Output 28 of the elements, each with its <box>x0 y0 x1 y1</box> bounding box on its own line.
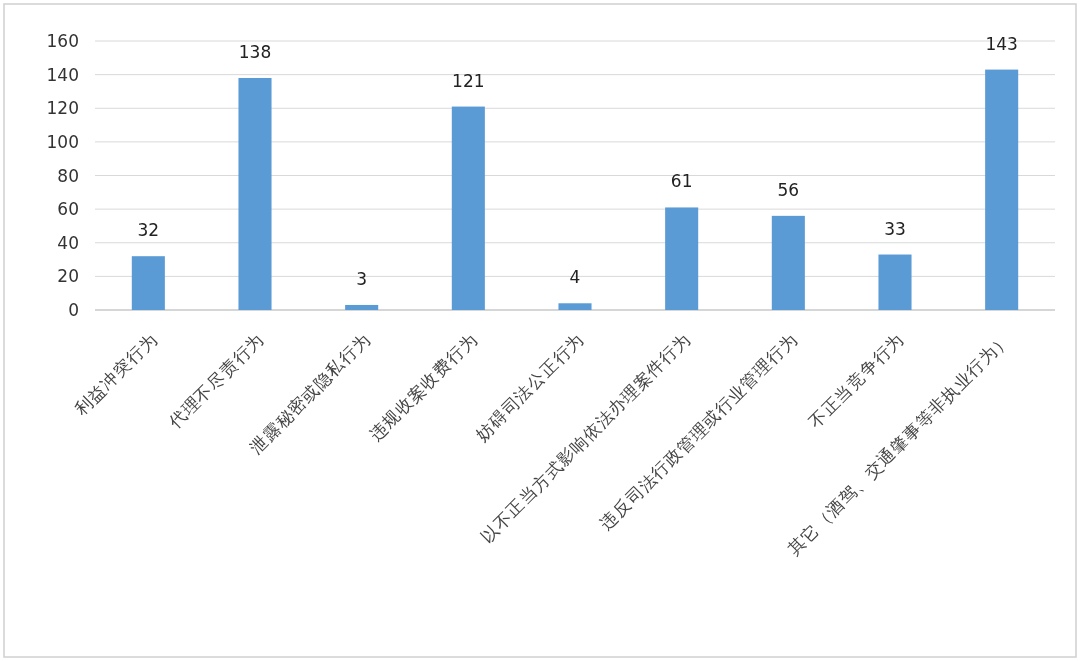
y-tick-label: 60 <box>57 199 79 220</box>
bar <box>771 215 805 310</box>
data-label: 4 <box>569 267 581 288</box>
y-tick-label: 120 <box>46 98 79 119</box>
y-tick-label: 160 <box>46 31 79 51</box>
bar <box>451 106 485 310</box>
data-label: 33 <box>884 218 906 239</box>
data-label: 138 <box>238 41 272 62</box>
y-tick-label: 140 <box>46 64 79 85</box>
bar <box>131 256 165 310</box>
bar <box>558 303 592 310</box>
y-tick-label: 100 <box>46 131 79 152</box>
y-tick-label: 20 <box>57 266 79 287</box>
y-tick-label: 80 <box>57 165 79 186</box>
data-label: 121 <box>452 70 485 91</box>
data-label: 32 <box>137 220 160 241</box>
bar <box>345 304 379 310</box>
y-tick-label: 0 <box>68 300 79 320</box>
bar <box>238 77 272 310</box>
data-label: 61 <box>670 171 693 192</box>
bar <box>665 207 699 310</box>
bar <box>985 69 1019 310</box>
data-label: 143 <box>985 33 1018 54</box>
y-tick-label: 40 <box>57 232 79 253</box>
data-label: 56 <box>777 179 800 200</box>
x-tick-label: 利益冲突行为 <box>70 328 162 420</box>
data-label: 3 <box>356 268 368 289</box>
bar <box>878 254 912 310</box>
